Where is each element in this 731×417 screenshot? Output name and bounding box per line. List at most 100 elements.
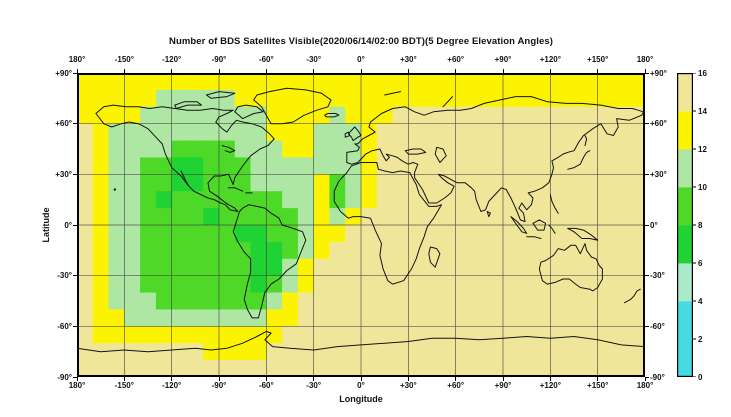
tick-mark — [644, 377, 646, 381]
colorbar-tick-label: 4 — [698, 296, 703, 306]
x-tick-label: -120° — [162, 381, 182, 390]
island-dot — [113, 188, 117, 191]
x-tick-label: -90° — [211, 55, 227, 64]
x-axis-label: Longitude — [339, 394, 383, 404]
x-tick-label: -150° — [114, 381, 134, 390]
colorbar-tick-label: 16 — [698, 68, 707, 78]
colorbar-tick-label: 2 — [698, 334, 703, 344]
tick-mark — [313, 377, 315, 381]
tick-mark — [597, 69, 599, 73]
y-tick-label: -90° — [650, 372, 665, 382]
colorbar-tick-label: 8 — [698, 220, 703, 230]
map-heatmap-canvas — [77, 73, 645, 377]
tick-mark — [360, 377, 362, 381]
tick-mark — [123, 69, 125, 73]
x-tick-label: +90° — [494, 55, 512, 64]
tick-mark — [73, 123, 77, 125]
tick-mark — [645, 173, 649, 175]
tick-mark — [73, 224, 77, 226]
x-tick-label: +30° — [399, 381, 417, 390]
x-tick-label: 0° — [357, 55, 365, 64]
tick-mark — [455, 69, 457, 73]
y-tick-label: +30° — [55, 169, 72, 179]
y-tick-label: -60° — [57, 321, 72, 331]
y-tick-label: -30° — [650, 271, 665, 281]
y-tick-label: -30° — [57, 271, 72, 281]
tick-mark — [407, 377, 409, 381]
tick-mark — [171, 69, 173, 73]
x-tick-label: +90° — [494, 381, 512, 390]
tick-mark — [73, 72, 77, 74]
tick-mark — [76, 69, 78, 73]
x-tick-label: -30° — [306, 381, 322, 390]
y-tick-label: +90° — [55, 68, 72, 78]
tick-mark — [123, 377, 125, 381]
tick-mark — [549, 69, 551, 73]
tick-mark — [645, 275, 649, 277]
x-tick-label: +30° — [399, 55, 417, 64]
chart-title: Number of BDS Satellites Visible(2020/06… — [168, 36, 553, 47]
colorbar-tick-label: 0 — [698, 372, 703, 382]
tick-mark — [645, 325, 649, 327]
tick-mark — [265, 69, 267, 73]
x-tick-label: -30° — [306, 55, 322, 64]
x-tick-label: +120° — [539, 381, 561, 390]
y-tick-label: -60° — [650, 321, 665, 331]
gridlines — [77, 73, 645, 377]
colorbar-tick-label: 6 — [698, 258, 703, 268]
x-tick-label: +150° — [587, 381, 609, 390]
x-tick-label: +120° — [539, 55, 561, 64]
x-tick-label: +60° — [447, 381, 465, 390]
heatmap-cells — [77, 73, 645, 377]
x-tick-label: 180° — [636, 55, 654, 64]
coastlines — [77, 87, 645, 353]
colorbar — [677, 72, 699, 378]
y-tick-label: +60° — [650, 119, 667, 129]
tick-mark — [171, 377, 173, 381]
y-tick-label: 0° — [650, 220, 658, 230]
x-tick-label: 180° — [636, 381, 654, 390]
tick-mark — [73, 325, 77, 327]
x-tick-label: +150° — [587, 55, 609, 64]
tick-mark — [407, 69, 409, 73]
y-tick-label: +90° — [650, 68, 667, 78]
tick-mark — [644, 69, 646, 73]
tick-mark — [218, 377, 220, 381]
x-tick-label: -60° — [258, 55, 274, 64]
tick-mark — [645, 72, 649, 74]
tick-mark — [76, 377, 78, 381]
y-tick-label: +30° — [650, 169, 667, 179]
y-tick-label: -90° — [57, 372, 72, 382]
tick-mark — [549, 377, 551, 381]
colorbar-tick-label: 14 — [698, 106, 707, 116]
tick-mark — [360, 69, 362, 73]
x-tick-label: 180° — [68, 55, 86, 64]
tick-mark — [597, 377, 599, 381]
x-tick-label: -150° — [114, 55, 134, 64]
colorbar-tick-label: 12 — [698, 144, 707, 154]
colorbar-tick-label: 10 — [698, 182, 707, 192]
tick-mark — [218, 69, 220, 73]
y-tick-label: +60° — [55, 119, 72, 129]
tick-mark — [455, 377, 457, 381]
x-tick-label: 0° — [357, 381, 365, 390]
x-tick-label: -120° — [162, 55, 182, 64]
tick-mark — [645, 224, 649, 226]
tick-mark — [645, 123, 649, 125]
x-tick-label: 180° — [68, 381, 86, 390]
y-tick-label: 0° — [64, 220, 72, 230]
tick-mark — [73, 275, 77, 277]
tick-mark — [502, 377, 504, 381]
map-plot — [77, 73, 645, 377]
tick-mark — [502, 69, 504, 73]
tick-mark — [313, 69, 315, 73]
x-tick-label: -90° — [211, 381, 227, 390]
tick-mark — [645, 376, 649, 378]
x-tick-label: -60° — [258, 381, 274, 390]
x-tick-label: +60° — [447, 55, 465, 64]
tick-mark — [265, 377, 267, 381]
y-axis-label: Latitude — [41, 207, 51, 243]
tick-mark — [73, 376, 77, 378]
tick-mark — [73, 173, 77, 175]
